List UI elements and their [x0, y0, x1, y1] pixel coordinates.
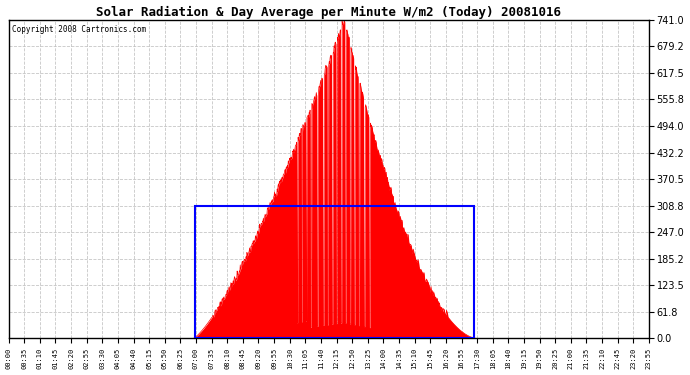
Title: Solar Radiation & Day Average per Minute W/m2 (Today) 20081016: Solar Radiation & Day Average per Minute…	[96, 6, 561, 19]
Bar	[195, 206, 474, 339]
Text: Copyright 2008 Cartronics.com: Copyright 2008 Cartronics.com	[12, 25, 146, 34]
